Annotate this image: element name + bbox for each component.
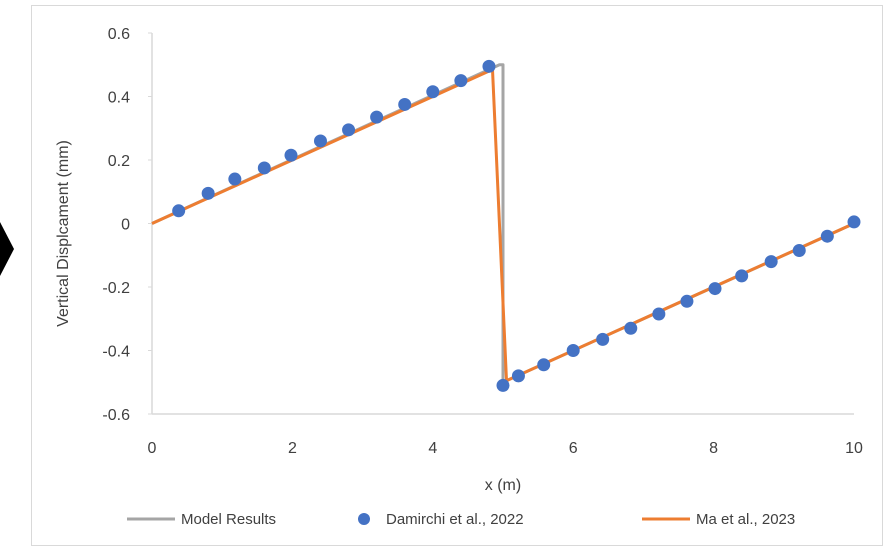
data-point bbox=[624, 321, 638, 335]
y-tick-label: -0.2 bbox=[102, 280, 130, 297]
legend-label: Ma et al., 2023 bbox=[696, 511, 795, 528]
x-tick-label: 4 bbox=[428, 440, 437, 457]
data-point bbox=[511, 369, 525, 383]
data-point bbox=[426, 85, 440, 99]
data-point bbox=[257, 161, 271, 175]
tick-label-layer: -0.6 -0.4 -0.2 0 0.2 0.4 0.6 0 2 4 6 8 10 bbox=[102, 26, 863, 457]
data-point bbox=[454, 74, 468, 88]
data-point bbox=[652, 307, 666, 321]
legend-swatch bbox=[358, 513, 370, 525]
series-layer bbox=[151, 59, 861, 392]
data-point bbox=[342, 123, 356, 137]
y-tick-label: 0.4 bbox=[108, 90, 130, 107]
y-tick-label: -0.4 bbox=[102, 344, 130, 361]
x-tick-label: 2 bbox=[288, 440, 297, 457]
data-point bbox=[201, 186, 215, 200]
data-point bbox=[764, 255, 778, 269]
y-tick-label: 0 bbox=[121, 217, 130, 234]
x-tick-label: 0 bbox=[148, 440, 157, 457]
data-point bbox=[496, 378, 510, 392]
x-tick-label: 6 bbox=[569, 440, 578, 457]
data-point bbox=[847, 215, 861, 229]
data-point bbox=[228, 172, 242, 186]
data-point bbox=[284, 148, 298, 162]
chart-area: -0.6 -0.4 -0.2 0 0.2 0.4 0.6 0 2 4 6 8 10 x (m) Vert… bbox=[31, 5, 883, 546]
navigation-arrow-icon bbox=[0, 222, 14, 276]
legend-label: Damirchi et al., 2022 bbox=[386, 511, 524, 528]
data-point bbox=[398, 97, 412, 111]
legend: Model Results Damirchi et al., 2022 Ma et … bbox=[127, 511, 795, 528]
data-point bbox=[482, 59, 496, 73]
data-point bbox=[370, 110, 384, 124]
data-point bbox=[566, 344, 580, 357]
x-tick-label: 8 bbox=[709, 440, 718, 457]
y-tick-label: -0.6 bbox=[102, 407, 130, 424]
data-point bbox=[708, 282, 722, 296]
data-point bbox=[735, 269, 749, 283]
data-point bbox=[792, 243, 806, 257]
legend-label: Model Results bbox=[181, 511, 276, 528]
data-point bbox=[820, 229, 834, 243]
axes-layer bbox=[148, 32, 854, 415]
chart-svg: -0.6 -0.4 -0.2 0 0.2 0.4 0.6 0 2 4 6 8 10 x (m) Vert… bbox=[55, 26, 863, 528]
x-tick-label: 10 bbox=[845, 440, 863, 457]
x-axis-title: x (m) bbox=[485, 477, 521, 494]
data-point bbox=[680, 294, 694, 308]
data-point bbox=[596, 332, 610, 346]
y-tick-label: 0.2 bbox=[108, 153, 130, 170]
data-point bbox=[537, 358, 551, 372]
data-point bbox=[172, 204, 186, 218]
y-axis-title: Vertical Displcament (mm) bbox=[55, 140, 72, 327]
data-point bbox=[313, 134, 327, 148]
y-tick-label: 0.6 bbox=[108, 26, 130, 43]
